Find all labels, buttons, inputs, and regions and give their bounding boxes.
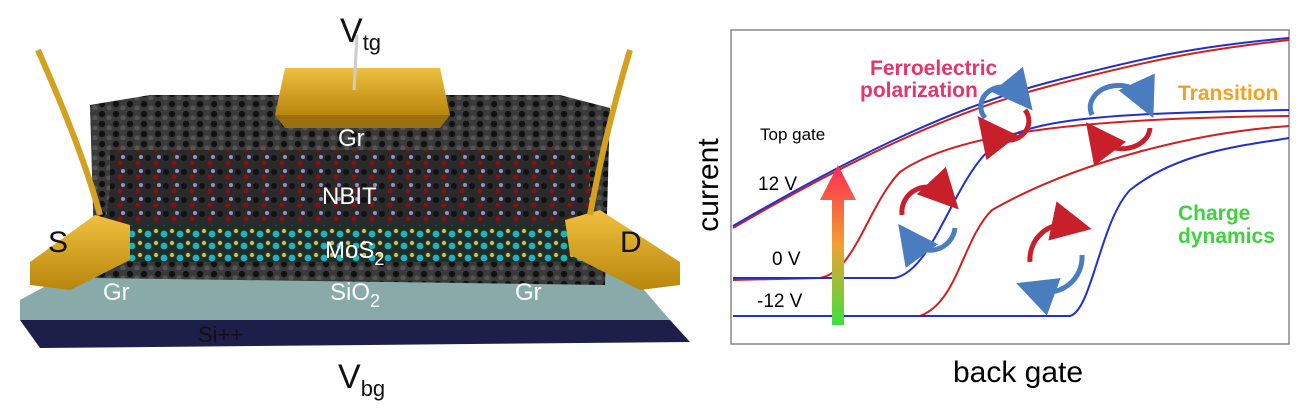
substrate: [20, 320, 690, 348]
layer-label: NBIT: [322, 183, 377, 210]
top-gate-pad: [275, 68, 450, 115]
cycle-arrows: [898, 66, 1155, 316]
plot: current back gate Top gate 12 V 0 V -12 …: [692, 29, 1290, 389]
arrow: [1016, 254, 1085, 316]
subscript: bg: [361, 376, 385, 401]
annotation: polarization: [860, 79, 978, 102]
gate-arrow: [820, 165, 856, 325]
layer-label: Si++: [198, 322, 243, 347]
arrow: [898, 223, 958, 268]
drain-label: D: [620, 226, 642, 259]
wire: [35, 48, 103, 216]
arrow: [978, 66, 1033, 120]
wire: [352, 34, 359, 91]
layer-label: SiO2: [330, 279, 380, 311]
layer-label: Gr: [338, 125, 365, 152]
source-pad: [30, 215, 130, 290]
gate-level: 0 V: [772, 249, 801, 270]
curve: [732, 115, 1290, 281]
contact-label: Gr: [515, 279, 542, 306]
annotation: Transition: [1178, 82, 1278, 105]
arrow: [899, 166, 959, 216]
text: MoS: [325, 237, 374, 264]
channel: [95, 225, 610, 262]
annotation: Charge: [1178, 202, 1250, 225]
text: SiO: [330, 279, 370, 306]
subscript: tg: [363, 30, 381, 55]
top-gate-label: Vtg: [340, 12, 381, 55]
back-gate-label: Vbg: [338, 358, 385, 401]
source-label: S: [48, 226, 68, 259]
curve: [733, 137, 1290, 317]
arrow-label: Top gate: [760, 125, 825, 144]
arrow: [977, 108, 1032, 161]
y-axis-label: current: [692, 138, 725, 232]
arrow: [1027, 201, 1092, 263]
gate-level: -12 V: [757, 291, 803, 312]
curve: [732, 39, 1290, 229]
subscript: 2: [374, 249, 384, 269]
symbol: V: [340, 12, 363, 50]
curve: [732, 37, 1290, 227]
ferroelectric: [110, 150, 590, 195]
wire: [587, 49, 633, 216]
contact-label: Gr: [103, 279, 130, 306]
plot-frame: [730, 29, 1290, 345]
annotation: dynamics: [1178, 225, 1275, 248]
annotation: Ferroelectric: [870, 57, 998, 80]
layer-label: MoS2: [325, 237, 384, 269]
top-gate-pad: [275, 115, 450, 128]
x-axis-label: back gate: [953, 356, 1083, 389]
subscript: 2: [370, 291, 380, 311]
curves: [732, 37, 1290, 317]
arrow: [1087, 73, 1155, 119]
drain-pad: [565, 210, 680, 290]
gate-level: 12 V: [758, 174, 797, 195]
curve: [733, 125, 1290, 317]
symbol: V: [338, 358, 361, 396]
arrow: [1085, 122, 1153, 167]
device: Vtg Gr NBIT MoS2 SiO2 Si++ S D Gr Gr Vbg: [20, 12, 690, 401]
